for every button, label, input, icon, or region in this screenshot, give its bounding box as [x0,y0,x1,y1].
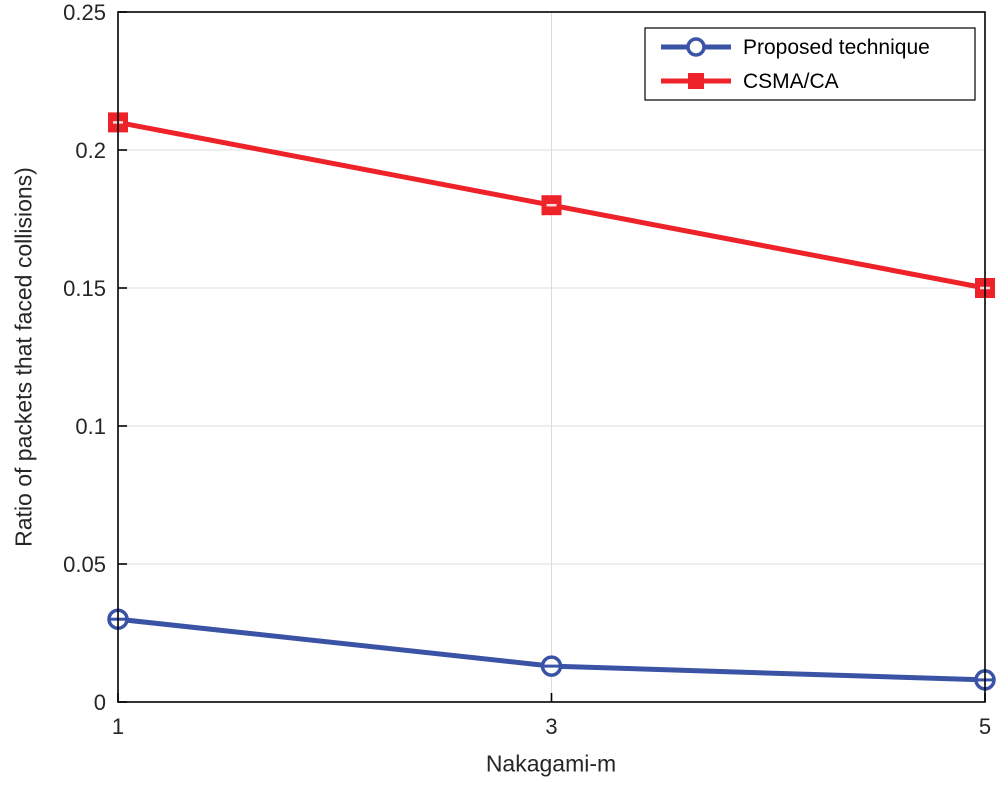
legend: Proposed technique CSMA/CA [644,27,976,101]
y-tick-label: 0.1 [75,414,106,439]
legend-marker-square [688,73,704,89]
legend-label: CSMA/CA [743,70,839,93]
legend-label: Proposed technique [743,36,930,59]
legend-entry-csma-ca: CSMA/CA [661,70,839,93]
legend-entry-proposed-technique: Proposed technique [661,36,930,59]
x-tick-label: 1 [112,714,124,739]
y-tick-label: 0.25 [63,0,106,25]
y-tick-label: 0.05 [63,552,106,577]
legend-marker-circle [686,37,706,57]
tick-marks [117,11,986,703]
y-tick-label: 0 [94,690,106,715]
y-tick-label: 0.15 [63,276,106,301]
x-tick-label: 3 [545,714,557,739]
y-tick-label: 0.2 [75,138,106,163]
x-tick-label: 5 [979,714,991,739]
y-axis-label: Ratio of packets that faced collisions) [10,167,37,547]
x-axis-label: Nakagami-m [485,750,617,777]
